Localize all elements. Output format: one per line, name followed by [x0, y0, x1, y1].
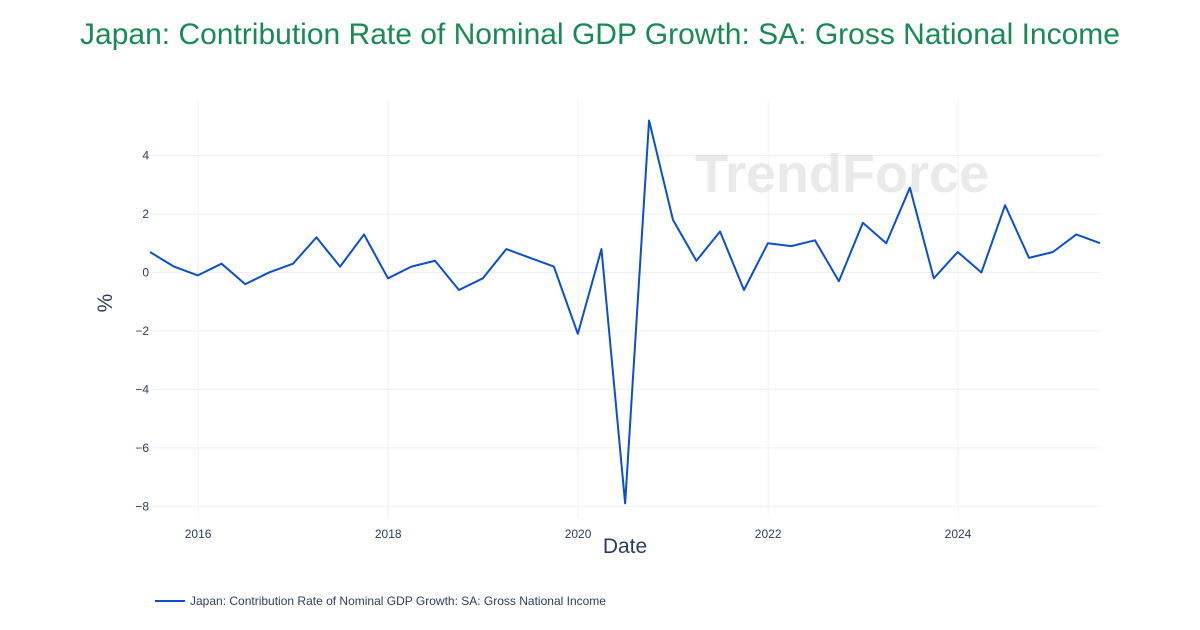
- data-point[interactable]: [717, 229, 723, 235]
- y-tick-label: 0: [142, 265, 149, 279]
- data-point[interactable]: [598, 246, 604, 252]
- data-point[interactable]: [432, 258, 438, 264]
- data-point[interactable]: [551, 264, 557, 270]
- data-point[interactable]: [646, 117, 652, 123]
- data-point[interactable]: [978, 269, 984, 275]
- data-point[interactable]: [195, 272, 201, 278]
- y-tick-label: −2: [135, 324, 149, 338]
- data-point[interactable]: [313, 234, 319, 240]
- data-point[interactable]: [1097, 240, 1103, 246]
- data-point[interactable]: [290, 261, 296, 267]
- x-tick-label: 2022: [755, 527, 782, 541]
- legend-label: Japan: Contribution Rate of Nominal GDP …: [190, 594, 606, 608]
- data-point[interactable]: [1050, 249, 1056, 255]
- data-point[interactable]: [931, 275, 937, 281]
- data-point[interactable]: [480, 275, 486, 281]
- y-tick-label: −6: [135, 441, 149, 455]
- data-point[interactable]: [907, 185, 913, 191]
- y-tick-label: 2: [142, 207, 149, 221]
- x-tick-label: 2024: [945, 527, 972, 541]
- data-point[interactable]: [955, 249, 961, 255]
- series-line[interactable]: [149, 119, 1101, 505]
- data-point[interactable]: [693, 258, 699, 264]
- series-layer: [147, 117, 1103, 506]
- chart-title: Japan: Contribution Rate of Nominal GDP …: [80, 18, 1120, 51]
- watermark-logo: TrendForce: [695, 144, 989, 204]
- x-axis-title: Date: [603, 535, 647, 558]
- x-tick-label: 2020: [565, 527, 592, 541]
- data-point[interactable]: [408, 264, 414, 270]
- legend[interactable]: Japan: Contribution Rate of Nominal GDP …: [155, 594, 606, 608]
- data-point[interactable]: [622, 500, 628, 506]
- data-point[interactable]: [670, 217, 676, 223]
- data-point[interactable]: [147, 249, 153, 255]
- x-tick-label: 2016: [185, 527, 212, 541]
- data-point[interactable]: [503, 246, 509, 252]
- data-point[interactable]: [741, 287, 747, 293]
- y-axis-title: %: [94, 294, 117, 313]
- data-point[interactable]: [883, 240, 889, 246]
- y-tick-label: −8: [135, 499, 149, 513]
- data-point[interactable]: [242, 281, 248, 287]
- data-point[interactable]: [788, 243, 794, 249]
- data-point[interactable]: [337, 264, 343, 270]
- legend-line-swatch: [155, 600, 185, 602]
- data-point[interactable]: [266, 269, 272, 275]
- data-point[interactable]: [765, 240, 771, 246]
- data-point[interactable]: [836, 278, 842, 284]
- data-point[interactable]: [812, 237, 818, 243]
- data-point[interactable]: [1026, 255, 1032, 261]
- data-point[interactable]: [575, 331, 581, 337]
- y-tick-label: −4: [135, 382, 149, 396]
- data-point[interactable]: [860, 220, 866, 226]
- data-point[interactable]: [385, 275, 391, 281]
- data-point[interactable]: [1073, 231, 1079, 237]
- data-point[interactable]: [456, 287, 462, 293]
- grid-lines: [150, 100, 1100, 518]
- data-point[interactable]: [1002, 202, 1008, 208]
- data-point[interactable]: [219, 261, 225, 267]
- y-tick-label: 4: [142, 149, 149, 163]
- data-point[interactable]: [361, 231, 367, 237]
- y-axis-ticks: 4 2 0 −2 −4 −6 −8: [135, 149, 149, 514]
- data-point[interactable]: [527, 255, 533, 261]
- x-axis-ticks: 2016 2018 2020 2022 2024: [185, 527, 972, 541]
- data-point[interactable]: [171, 264, 177, 270]
- x-tick-label: 2018: [375, 527, 402, 541]
